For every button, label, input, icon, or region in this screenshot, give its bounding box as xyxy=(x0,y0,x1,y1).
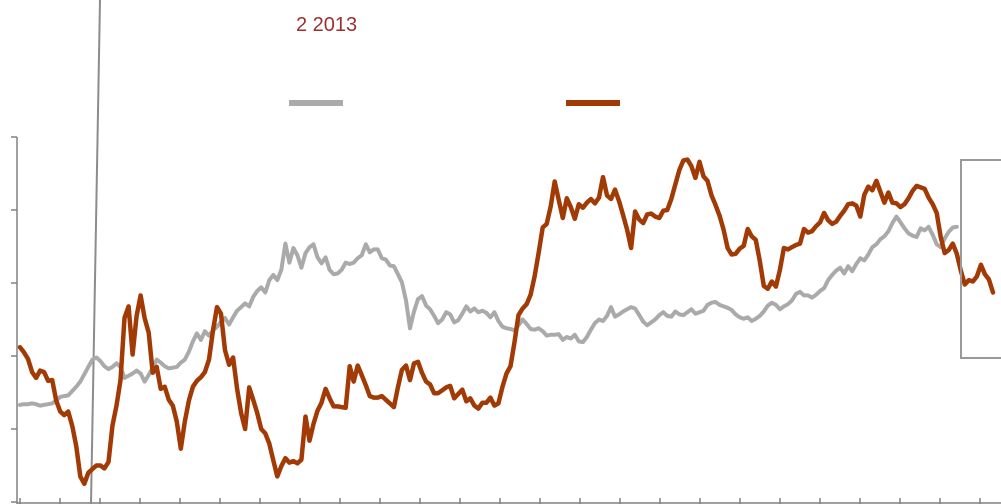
x-axis-ticks xyxy=(19,498,981,504)
series-layer xyxy=(17,157,996,487)
chart-title: 2 2013 xyxy=(296,14,357,36)
slanted-marker-line xyxy=(90,0,101,504)
series-line-brown xyxy=(17,157,996,487)
series-line-grey xyxy=(18,214,959,408)
highlight-box xyxy=(960,159,1001,359)
y-axis-ticks xyxy=(11,136,17,503)
plot-area xyxy=(11,0,1001,504)
